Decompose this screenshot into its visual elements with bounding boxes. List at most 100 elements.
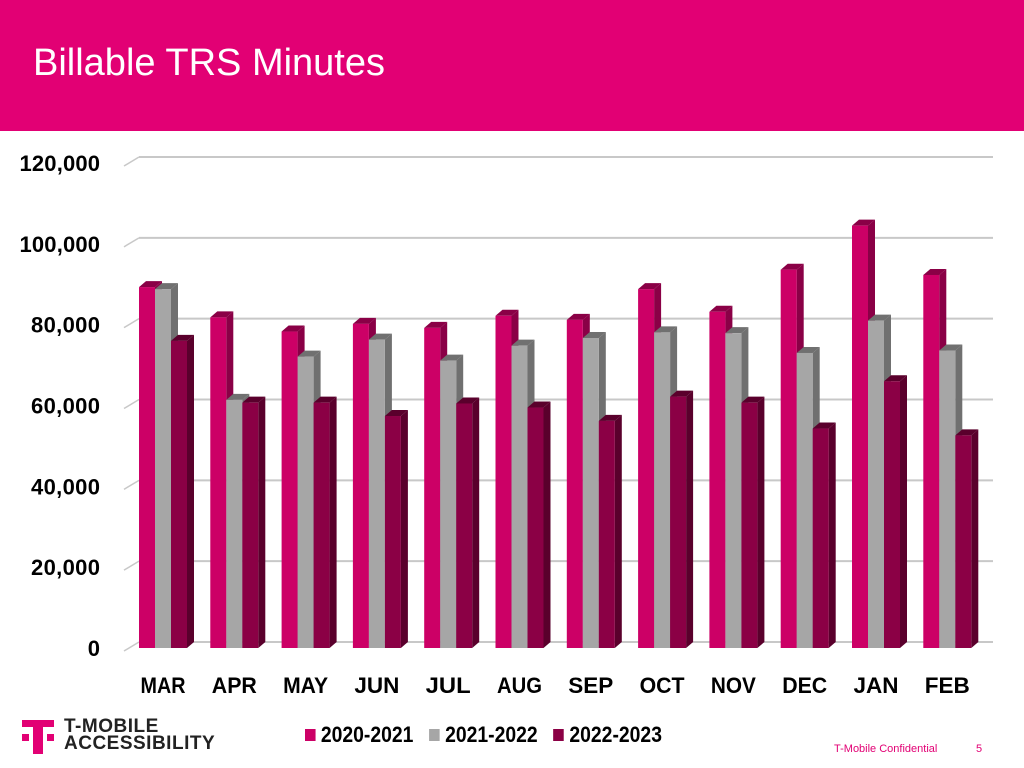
bar-top [868,314,891,321]
bar-side [187,334,194,648]
x-tick-label: JAN [854,673,899,698]
legend-item-2022-2023: 2022-2023 [553,722,662,748]
bar-top [297,350,321,357]
y-tick-label: 40,000 [31,474,100,499]
bar-jul-2020-2021 [424,327,441,648]
bar-top [780,263,804,270]
bar-may-2022-2023 [313,402,330,648]
axis-tick [123,479,140,490]
bar-top [242,396,266,403]
x-tick-label: APR [212,673,257,698]
bar-top [495,309,519,316]
bar-oct-2021-2022 [654,332,671,648]
bar-top [527,401,551,408]
legend-item-2021-2022: 2021-2022 [429,722,538,748]
bar-oct-2022-2023 [670,396,687,648]
bar-jun-2020-2021 [352,323,369,648]
bar-top [456,397,480,404]
legend-label: 2021-2022 [445,722,538,747]
y-tick-label: 20,000 [31,555,100,580]
bar-top [670,390,694,397]
x-tick-label: OCT [640,673,686,698]
bar-side [686,390,694,648]
x-tick-label: NOV [711,673,756,698]
bar-top [654,326,678,333]
page-number: 5 [976,743,983,755]
legend-swatch [429,729,440,741]
x-tick-label: DEC [782,673,827,698]
bar-mar-2022-2023 [171,340,187,648]
bar-nov-2022-2023 [741,402,758,648]
bar-side [472,397,480,648]
bar-side [757,396,765,648]
bar-top [210,311,234,318]
y-tick-label: 120,000 [20,151,101,176]
legend-swatch [553,729,565,741]
y-tick-label: 60,000 [31,394,100,419]
confidential-label: T-Mobile Confidential [834,743,938,755]
bar-top [939,344,963,351]
t-mobile-accessibility-logo: T-MOBILE ACCESSIBILITY [22,716,215,754]
bar-feb-2020-2021 [923,274,940,648]
bar-jan-2022-2023 [884,381,900,648]
bar-side [543,401,551,648]
bar-feb-2021-2022 [939,350,956,648]
bar-top [852,219,875,226]
bar-feb-2022-2023 [955,435,972,648]
axis-tick [123,318,140,329]
bar-mar-2020-2021 [139,287,155,648]
bar-nov-2021-2022 [725,333,742,648]
bar-jul-2021-2022 [440,360,457,648]
x-tick-label: MAY [283,673,328,698]
bar-top [440,354,464,361]
legend-swatch [305,729,316,741]
bar-dec-2022-2023 [812,428,829,648]
bar-top [384,410,408,417]
t-logo-icon [22,720,54,754]
bar-side [258,396,266,648]
bar-nov-2020-2021 [709,311,726,648]
bar-top [281,325,305,332]
bar-apr-2022-2023 [242,402,259,648]
y-tick-label: 0 [88,636,100,661]
axis-tick [123,237,140,248]
bar-top [955,429,979,436]
bar-top [155,283,178,290]
bar-side [900,375,907,648]
bar-top [796,346,820,353]
legend-label: 2022-2023 [569,722,662,747]
bar-top [923,268,947,275]
axis-tick [123,641,140,652]
bar-side [828,422,836,648]
bar-top [884,375,907,382]
bar-side [329,396,337,648]
bar-aug-2022-2023 [527,407,544,648]
bar-top [511,339,535,346]
page-title: Billable TRS Minutes [33,42,386,84]
bar-dec-2021-2022 [796,352,813,648]
bar-apr-2020-2021 [210,317,227,648]
bar-may-2020-2021 [281,331,298,648]
bar-may-2021-2022 [297,356,314,648]
axis-tick [123,156,140,167]
bar-jan-2020-2021 [852,225,868,649]
bar-top [812,422,836,429]
y-tick-label: 80,000 [31,313,100,338]
bar-aug-2020-2021 [495,315,512,648]
bar-top [741,396,765,403]
legend-item-2020-2021: 2020-2021 [305,722,413,748]
bar-side [614,414,622,648]
x-tick-label: MAR [141,673,186,698]
bar-top [313,396,337,403]
bar-top [139,281,162,288]
bar-top [171,334,194,341]
bar-jul-2022-2023 [456,403,473,648]
bar-jun-2021-2022 [368,339,385,648]
bar-sep-2022-2023 [598,420,615,648]
bar-jun-2022-2023 [384,416,401,648]
x-tick-label: FEB [925,673,970,698]
bar-top [566,313,590,320]
x-tick-label: JUL [426,673,471,698]
bar-aug-2021-2022 [511,345,528,648]
